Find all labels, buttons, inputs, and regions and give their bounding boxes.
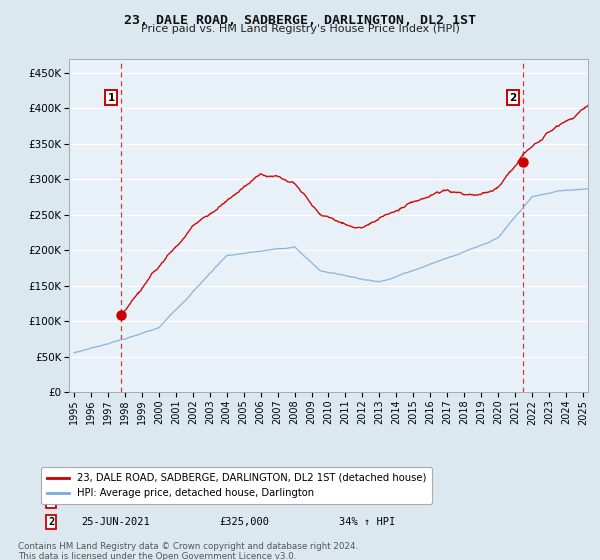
Text: 1: 1 — [107, 93, 115, 103]
Text: 2: 2 — [509, 93, 517, 103]
Text: 25-JUN-2021: 25-JUN-2021 — [81, 517, 150, 527]
Text: 2: 2 — [48, 517, 54, 527]
Text: £108,000: £108,000 — [219, 496, 269, 506]
Text: 1: 1 — [48, 496, 54, 506]
Text: 30% ↑ HPI: 30% ↑ HPI — [339, 496, 395, 506]
Text: £325,000: £325,000 — [219, 517, 269, 527]
Text: 34% ↑ HPI: 34% ↑ HPI — [339, 517, 395, 527]
Text: Contains HM Land Registry data © Crown copyright and database right 2024.
This d: Contains HM Land Registry data © Crown c… — [18, 542, 358, 560]
Text: 17-OCT-1997: 17-OCT-1997 — [81, 496, 150, 506]
Text: 23, DALE ROAD, SADBERGE, DARLINGTON, DL2 1ST: 23, DALE ROAD, SADBERGE, DARLINGTON, DL2… — [124, 14, 476, 27]
Legend: 23, DALE ROAD, SADBERGE, DARLINGTON, DL2 1ST (detached house), HPI: Average pric: 23, DALE ROAD, SADBERGE, DARLINGTON, DL2… — [41, 467, 433, 504]
Text: Price paid vs. HM Land Registry's House Price Index (HPI): Price paid vs. HM Land Registry's House … — [140, 24, 460, 34]
